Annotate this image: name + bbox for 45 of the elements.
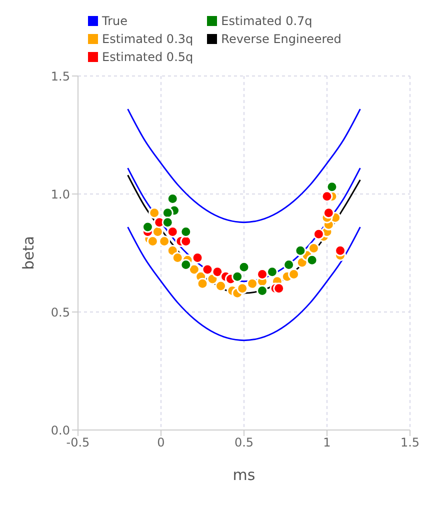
y-tick-label: 1.0 bbox=[50, 187, 70, 202]
point bbox=[166, 226, 178, 238]
point bbox=[308, 242, 320, 254]
point bbox=[246, 278, 258, 290]
point bbox=[236, 282, 248, 294]
y-tick-label: 0.0 bbox=[50, 423, 70, 438]
point bbox=[294, 244, 306, 256]
point bbox=[212, 266, 224, 278]
legend-label: True bbox=[102, 14, 128, 28]
point bbox=[232, 270, 244, 282]
point bbox=[158, 235, 170, 247]
point bbox=[334, 244, 346, 256]
point bbox=[322, 207, 334, 219]
x-tick-label: 1.5 bbox=[400, 436, 420, 450]
point bbox=[196, 278, 208, 290]
legend-label: Reverse Engineered bbox=[221, 32, 342, 46]
y-axis-title: beta bbox=[19, 236, 38, 270]
line-series bbox=[127, 108, 361, 224]
point bbox=[202, 264, 214, 276]
point bbox=[288, 268, 300, 280]
point bbox=[146, 235, 158, 247]
point bbox=[166, 192, 178, 204]
x-tick-label: -0.5 bbox=[66, 436, 90, 450]
point bbox=[273, 282, 285, 294]
point bbox=[215, 280, 227, 292]
point bbox=[266, 266, 278, 278]
x-tick-label: 1 bbox=[323, 436, 331, 450]
point bbox=[238, 261, 250, 273]
point bbox=[148, 207, 160, 219]
point bbox=[172, 252, 184, 264]
x-tick-label: 0.5 bbox=[234, 436, 254, 450]
x-axis-title: ms bbox=[232, 466, 256, 484]
line-series bbox=[127, 226, 361, 342]
legend-label: Estimated 0.7q bbox=[221, 14, 312, 28]
x-tick-label: 0 bbox=[157, 436, 165, 450]
point bbox=[180, 226, 192, 238]
y-tick-label: 1.5 bbox=[50, 69, 70, 84]
point bbox=[312, 228, 324, 240]
legend-label: Estimated 0.3q bbox=[102, 32, 194, 46]
legend-label: Estimated 0.5q bbox=[102, 50, 194, 64]
point bbox=[326, 181, 338, 193]
point bbox=[162, 216, 174, 228]
point bbox=[306, 254, 318, 266]
y-tick-label: 0.5 bbox=[50, 305, 70, 320]
point bbox=[321, 190, 333, 202]
